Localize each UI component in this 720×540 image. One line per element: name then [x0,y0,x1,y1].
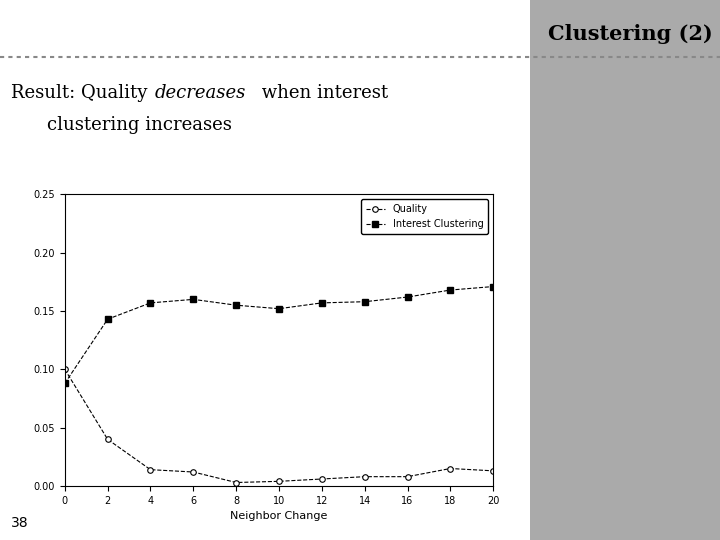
Interest Clustering [60,380,69,387]
Text: clustering increases: clustering increases [47,116,232,134]
Text: Result: Quality: Result: Quality [11,84,153,102]
Interest Clustering [361,299,369,305]
Quality [361,474,369,480]
Interest Clustering [104,316,112,322]
Interest Clustering [146,300,155,306]
Quality [403,474,412,480]
Line: Interest Clustering: Interest Clustering [61,283,497,387]
Text: 38: 38 [11,516,28,530]
Text: when interest: when interest [256,84,388,102]
X-axis label: Neighbor Change: Neighbor Change [230,511,328,521]
Quality [275,478,284,484]
Interest Clustering [232,302,240,308]
Interest Clustering [189,296,197,302]
Quality [189,469,197,475]
Interest Clustering [403,294,412,300]
Interest Clustering [275,306,284,312]
Quality [104,436,112,443]
Quality [446,465,455,472]
Interest Clustering [446,287,455,293]
Quality [232,480,240,486]
Quality [146,467,155,473]
Interest Clustering [489,284,498,290]
Quality [318,476,326,482]
Text: decreases: decreases [155,84,246,102]
Quality [60,366,69,373]
Interest Clustering [318,300,326,306]
Line: Quality: Quality [62,367,496,485]
Legend: Quality, Interest Clustering: Quality, Interest Clustering [361,199,488,234]
Quality [489,468,498,474]
Text: Clustering (2): Clustering (2) [548,24,713,44]
